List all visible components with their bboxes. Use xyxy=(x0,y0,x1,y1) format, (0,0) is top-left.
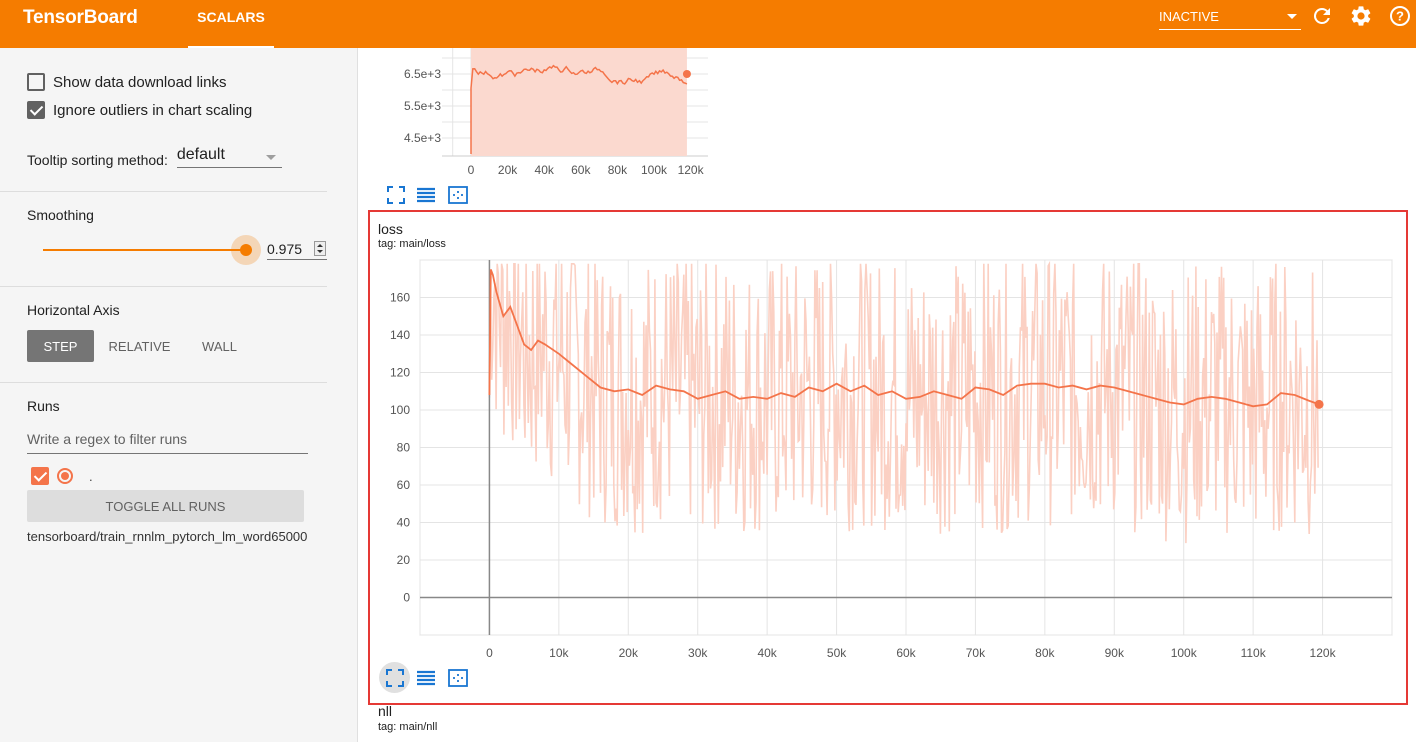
smoothing-slider-knob[interactable] xyxy=(240,244,252,256)
run-filter-input[interactable]: Write a regex to filter runs xyxy=(27,431,308,454)
active-tab-indicator xyxy=(188,46,274,48)
fit-domain-icon[interactable] xyxy=(447,667,469,689)
fullscreen-button-highlight xyxy=(379,662,410,693)
run-filter-placeholder: Write a regex to filter runs xyxy=(27,431,188,447)
chevron-down-icon xyxy=(265,155,276,160)
list-icon[interactable] xyxy=(415,184,437,206)
loss-y-tick-label: 140 xyxy=(390,328,410,342)
run-checkbox[interactable] xyxy=(31,467,49,485)
loss-chart-tag: tag: main/loss xyxy=(378,238,446,250)
nll-chart-title: nll xyxy=(378,703,393,719)
smoothing-input[interactable]: 0.975 xyxy=(267,238,327,260)
spinner-arrows-icon[interactable] xyxy=(314,241,326,256)
toggle-all-runs-button[interactable]: TOGGLE ALL RUNS xyxy=(27,490,304,522)
smoothing-title: Smoothing xyxy=(27,207,94,223)
loss-end-marker xyxy=(1314,399,1324,409)
settings-icon[interactable] xyxy=(1349,4,1373,28)
loss-x-tick-label: 120k xyxy=(1310,646,1337,660)
loss-x-tick-label: 80k xyxy=(1035,646,1055,660)
loss-chart[interactable]: 0 20 40 60 80 100 120 140 160 0 10k 20k 30k 40k 50k 60… xyxy=(370,255,1400,665)
divider xyxy=(0,382,327,383)
loss-x-tick-label: 110k xyxy=(1241,646,1267,660)
horizontal-axis-buttons: STEP RELATIVE WALL xyxy=(27,330,254,362)
loss-y-tick-label: 0 xyxy=(403,591,410,605)
loss-y-tick-label: 100 xyxy=(390,403,410,417)
loss-y-tick-label: 120 xyxy=(390,366,410,380)
axis-relative-button[interactable]: RELATIVE xyxy=(108,338,171,354)
loss-x-tick-label: 30k xyxy=(688,646,708,660)
loss-x-tick-label: 40k xyxy=(757,646,777,660)
sidebar: Show data download links Ignore outliers… xyxy=(0,48,358,742)
loss-y-tick-label: 60 xyxy=(397,478,411,492)
loss-x-tick-label: 100k xyxy=(1171,646,1198,660)
top-x-tick-label: 80k xyxy=(608,163,628,177)
loss-x-tick-label: 50k xyxy=(827,646,847,660)
loss-smoothed-series xyxy=(488,269,1320,408)
loss-x-tick-label: 0 xyxy=(486,646,493,660)
top-chart-raw-series xyxy=(471,48,687,156)
show-download-links-checkbox[interactable]: Show data download links xyxy=(27,73,226,91)
tooltip-sorting-value: default xyxy=(176,146,225,163)
svg-text:?: ? xyxy=(1396,9,1404,24)
help-icon[interactable]: ? xyxy=(1388,4,1412,28)
run-path: tensorboard/train_rnnlm_pytorch_lm_word6… xyxy=(27,529,308,544)
loss-raw-series xyxy=(488,260,1319,544)
checkbox-box-checked[interactable] xyxy=(27,101,45,119)
top-y-tick-label: 4.5e+3 xyxy=(404,131,441,145)
top-chart-smoothed-series xyxy=(470,64,688,154)
top-x-tick-label: 40k xyxy=(535,163,555,177)
divider xyxy=(0,191,327,192)
divider xyxy=(0,286,327,287)
refresh-icon[interactable] xyxy=(1310,4,1334,28)
chevron-down-icon xyxy=(1287,14,1297,19)
smoothing-slider-track[interactable] xyxy=(43,249,246,251)
loss-chart-title: loss xyxy=(378,221,403,237)
top-chart-end-marker xyxy=(682,70,691,78)
tooltip-sorting-label: Tooltip sorting method: xyxy=(27,152,168,168)
axis-wall-button[interactable]: WALL xyxy=(202,338,237,354)
loss-x-tick-label: 20k xyxy=(619,646,639,660)
smoothing-value: 0.975 xyxy=(267,241,303,257)
top-chart-partial: 6.5e+3 5.5e+3 4.5e+3 0 20k 40k 60k 80k 100k 120k xyxy=(404,48,708,177)
top-y-tick-label: 5.5e+3 xyxy=(404,99,441,113)
loss-y-tick-label: 80 xyxy=(397,441,411,455)
loss-y-tick-label: 20 xyxy=(397,553,411,567)
run-status-select[interactable]: INACTIVE xyxy=(1159,6,1301,30)
show-download-links-label: Show data download links xyxy=(53,73,227,91)
top-x-tick-label: 60k xyxy=(571,163,591,177)
fullscreen-icon[interactable] xyxy=(385,184,407,206)
horizontal-axis-title: Horizontal Axis xyxy=(27,302,120,318)
tooltip-sorting-row: Tooltip sorting method: default xyxy=(27,146,282,168)
run-name: . xyxy=(89,468,93,484)
tooltip-sorting-select[interactable]: default xyxy=(176,146,282,168)
top-x-tick-label: 20k xyxy=(498,163,518,177)
top-y-tick-label: 6.5e+3 xyxy=(404,67,441,81)
loss-x-tick-label: 70k xyxy=(966,646,986,660)
tab-scalars[interactable]: SCALARS xyxy=(188,0,274,48)
loss-x-tick-label: 60k xyxy=(896,646,916,660)
top-x-tick-label: 0 xyxy=(468,163,475,177)
tab-scalars-label: SCALARS xyxy=(197,9,265,25)
loss-x-tick-label: 90k xyxy=(1105,646,1125,660)
run-status-value: INACTIVE xyxy=(1159,9,1219,24)
nll-chart-tag: tag: main/nll xyxy=(378,721,438,733)
ignore-outliers-label: Ignore outliers in chart scaling xyxy=(53,101,253,119)
runs-title: Runs xyxy=(27,398,60,414)
ignore-outliers-checkbox[interactable]: Ignore outliers in chart scaling xyxy=(27,101,252,119)
run-radio[interactable] xyxy=(57,468,73,484)
loss-x-tick-label: 10k xyxy=(549,646,569,660)
checkbox-box[interactable] xyxy=(27,73,45,91)
axis-step-button[interactable]: STEP xyxy=(27,330,94,362)
top-x-tick-label: 100k xyxy=(641,163,668,177)
fullscreen-icon[interactable] xyxy=(384,667,406,689)
fit-domain-icon[interactable] xyxy=(447,184,469,206)
app-header: TensorBoard SCALARS INACTIVE ? xyxy=(0,0,1416,48)
top-x-tick-label: 120k xyxy=(678,163,705,177)
loss-y-tick-label: 160 xyxy=(390,291,410,305)
loss-chart-card xyxy=(368,210,1408,705)
app-title: TensorBoard xyxy=(23,7,138,28)
loss-y-tick-label: 40 xyxy=(397,516,411,530)
run-row: . xyxy=(31,467,93,485)
list-icon[interactable] xyxy=(415,667,437,689)
